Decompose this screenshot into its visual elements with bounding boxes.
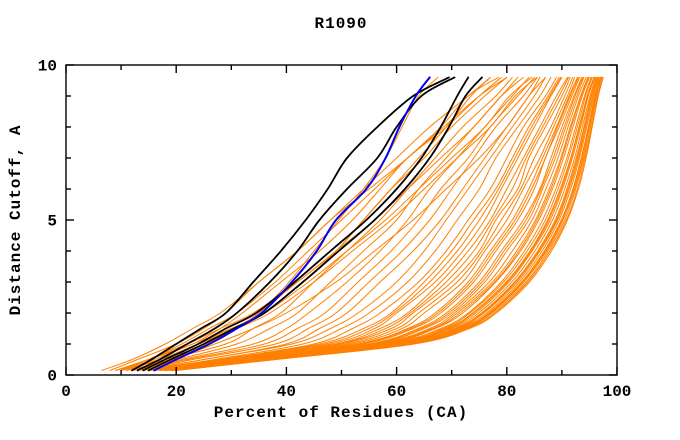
curve-orange-B44 bbox=[161, 76, 579, 371]
curves-layer bbox=[101, 76, 604, 372]
curve-orange-B9 bbox=[137, 76, 541, 371]
x-tick-label: 80 bbox=[497, 383, 516, 401]
curve-orange-B4 bbox=[120, 76, 513, 371]
curve-orange-B46 bbox=[150, 76, 562, 371]
curve-orange-B10 bbox=[142, 76, 546, 371]
x-tick-label: 40 bbox=[277, 383, 296, 401]
axes-layer: 0 20 40 60 80 100 0 5 10 bbox=[38, 58, 632, 402]
y-axis-label: Distance Cutoff, A bbox=[7, 125, 25, 316]
x-axis-label: Percent of Residues (CA) bbox=[214, 404, 468, 422]
curve-black-1 bbox=[136, 76, 456, 372]
curve-blue-1 bbox=[153, 76, 431, 372]
curve-orange-B14 bbox=[153, 76, 563, 371]
y-tick-label: 10 bbox=[38, 58, 57, 76]
curve-orange-B40 bbox=[170, 76, 595, 371]
curve-orange-B41 bbox=[172, 76, 599, 371]
curve-orange-B45 bbox=[165, 76, 584, 371]
curve-orange-A3 bbox=[120, 76, 499, 371]
curve-orange-B17 bbox=[159, 76, 574, 371]
curve-orange-B6 bbox=[131, 76, 530, 371]
curve-orange-B12 bbox=[148, 76, 557, 371]
curve-orange-A1 bbox=[150, 76, 439, 371]
curve-orange-B2 bbox=[115, 76, 502, 371]
curve-orange-B16 bbox=[153, 76, 571, 371]
curve-black-2 bbox=[131, 76, 450, 372]
x-tick-label: 60 bbox=[387, 383, 406, 401]
curve-orange-B11 bbox=[142, 76, 552, 371]
curve-orange-B42 bbox=[174, 76, 601, 371]
curve-orange-B5 bbox=[126, 76, 519, 371]
curve-orange-A7 bbox=[131, 76, 546, 371]
chart-title: R1090 bbox=[314, 15, 367, 33]
x-tick-label: 20 bbox=[167, 383, 186, 401]
y-tick-label: 0 bbox=[47, 368, 57, 386]
curve-orange-B43 bbox=[156, 76, 569, 371]
curve-orange-B39 bbox=[167, 76, 589, 371]
y-tick-label: 5 bbox=[47, 213, 57, 231]
curve-orange-B13 bbox=[148, 76, 560, 371]
curve-orange-B18 bbox=[159, 76, 576, 371]
curve-black-3 bbox=[142, 76, 470, 372]
curve-orange-B8 bbox=[137, 76, 538, 371]
curve-black-4 bbox=[147, 76, 483, 372]
x-tick-label: 0 bbox=[61, 383, 71, 401]
curve-orange-B38 bbox=[175, 76, 604, 371]
x-tick-label: 100 bbox=[603, 383, 632, 401]
curve-orange-B7 bbox=[131, 76, 535, 371]
